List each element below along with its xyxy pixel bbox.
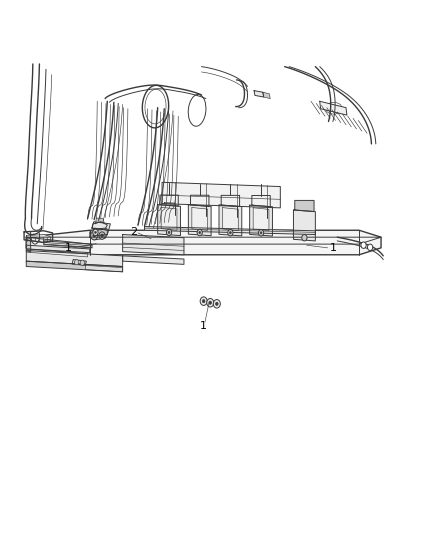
Polygon shape [162, 182, 280, 208]
Polygon shape [26, 235, 50, 243]
Polygon shape [44, 241, 92, 248]
Circle shape [166, 229, 172, 236]
Polygon shape [223, 208, 238, 231]
Circle shape [230, 232, 231, 234]
Circle shape [215, 302, 218, 305]
Polygon shape [145, 227, 315, 235]
Circle shape [213, 300, 220, 308]
Polygon shape [188, 205, 211, 236]
Polygon shape [95, 218, 104, 224]
Polygon shape [191, 195, 209, 206]
Polygon shape [160, 195, 178, 206]
Polygon shape [221, 196, 240, 207]
Circle shape [258, 230, 264, 236]
Polygon shape [26, 245, 90, 253]
Polygon shape [158, 205, 180, 236]
Ellipse shape [186, 191, 195, 200]
Polygon shape [254, 91, 264, 97]
Polygon shape [192, 207, 208, 230]
Circle shape [80, 260, 85, 265]
Polygon shape [295, 200, 314, 212]
Circle shape [197, 229, 202, 236]
Circle shape [93, 229, 98, 236]
Circle shape [207, 298, 214, 307]
Circle shape [91, 231, 98, 240]
Polygon shape [253, 208, 269, 231]
Polygon shape [252, 196, 270, 207]
Polygon shape [263, 92, 270, 99]
Circle shape [168, 231, 170, 233]
Text: 1: 1 [64, 243, 71, 253]
Circle shape [367, 244, 373, 251]
Circle shape [260, 232, 262, 234]
Circle shape [199, 231, 201, 233]
Polygon shape [293, 210, 315, 241]
Polygon shape [219, 205, 242, 236]
Polygon shape [26, 261, 123, 272]
Polygon shape [90, 228, 107, 240]
Text: 1: 1 [200, 321, 207, 331]
Circle shape [209, 301, 212, 304]
Polygon shape [26, 249, 88, 257]
Circle shape [228, 230, 233, 236]
Polygon shape [123, 235, 184, 255]
Ellipse shape [210, 191, 219, 201]
Polygon shape [26, 251, 123, 266]
Text: 2: 2 [130, 227, 137, 237]
Circle shape [99, 232, 105, 239]
Circle shape [93, 234, 95, 237]
Polygon shape [72, 260, 86, 265]
Polygon shape [26, 237, 31, 252]
Polygon shape [123, 256, 184, 264]
Polygon shape [320, 101, 347, 115]
Text: 1: 1 [329, 243, 336, 253]
Polygon shape [92, 222, 110, 230]
Polygon shape [250, 205, 272, 236]
Circle shape [101, 234, 103, 237]
Polygon shape [26, 230, 381, 255]
Ellipse shape [164, 191, 173, 200]
Polygon shape [161, 207, 177, 230]
Circle shape [302, 235, 307, 241]
Ellipse shape [256, 191, 265, 201]
Circle shape [95, 231, 96, 233]
Circle shape [200, 297, 207, 305]
Polygon shape [92, 222, 107, 230]
Circle shape [361, 242, 366, 248]
Ellipse shape [238, 191, 248, 201]
Circle shape [74, 260, 79, 265]
Polygon shape [94, 228, 109, 236]
Circle shape [202, 300, 205, 303]
Polygon shape [85, 265, 123, 272]
